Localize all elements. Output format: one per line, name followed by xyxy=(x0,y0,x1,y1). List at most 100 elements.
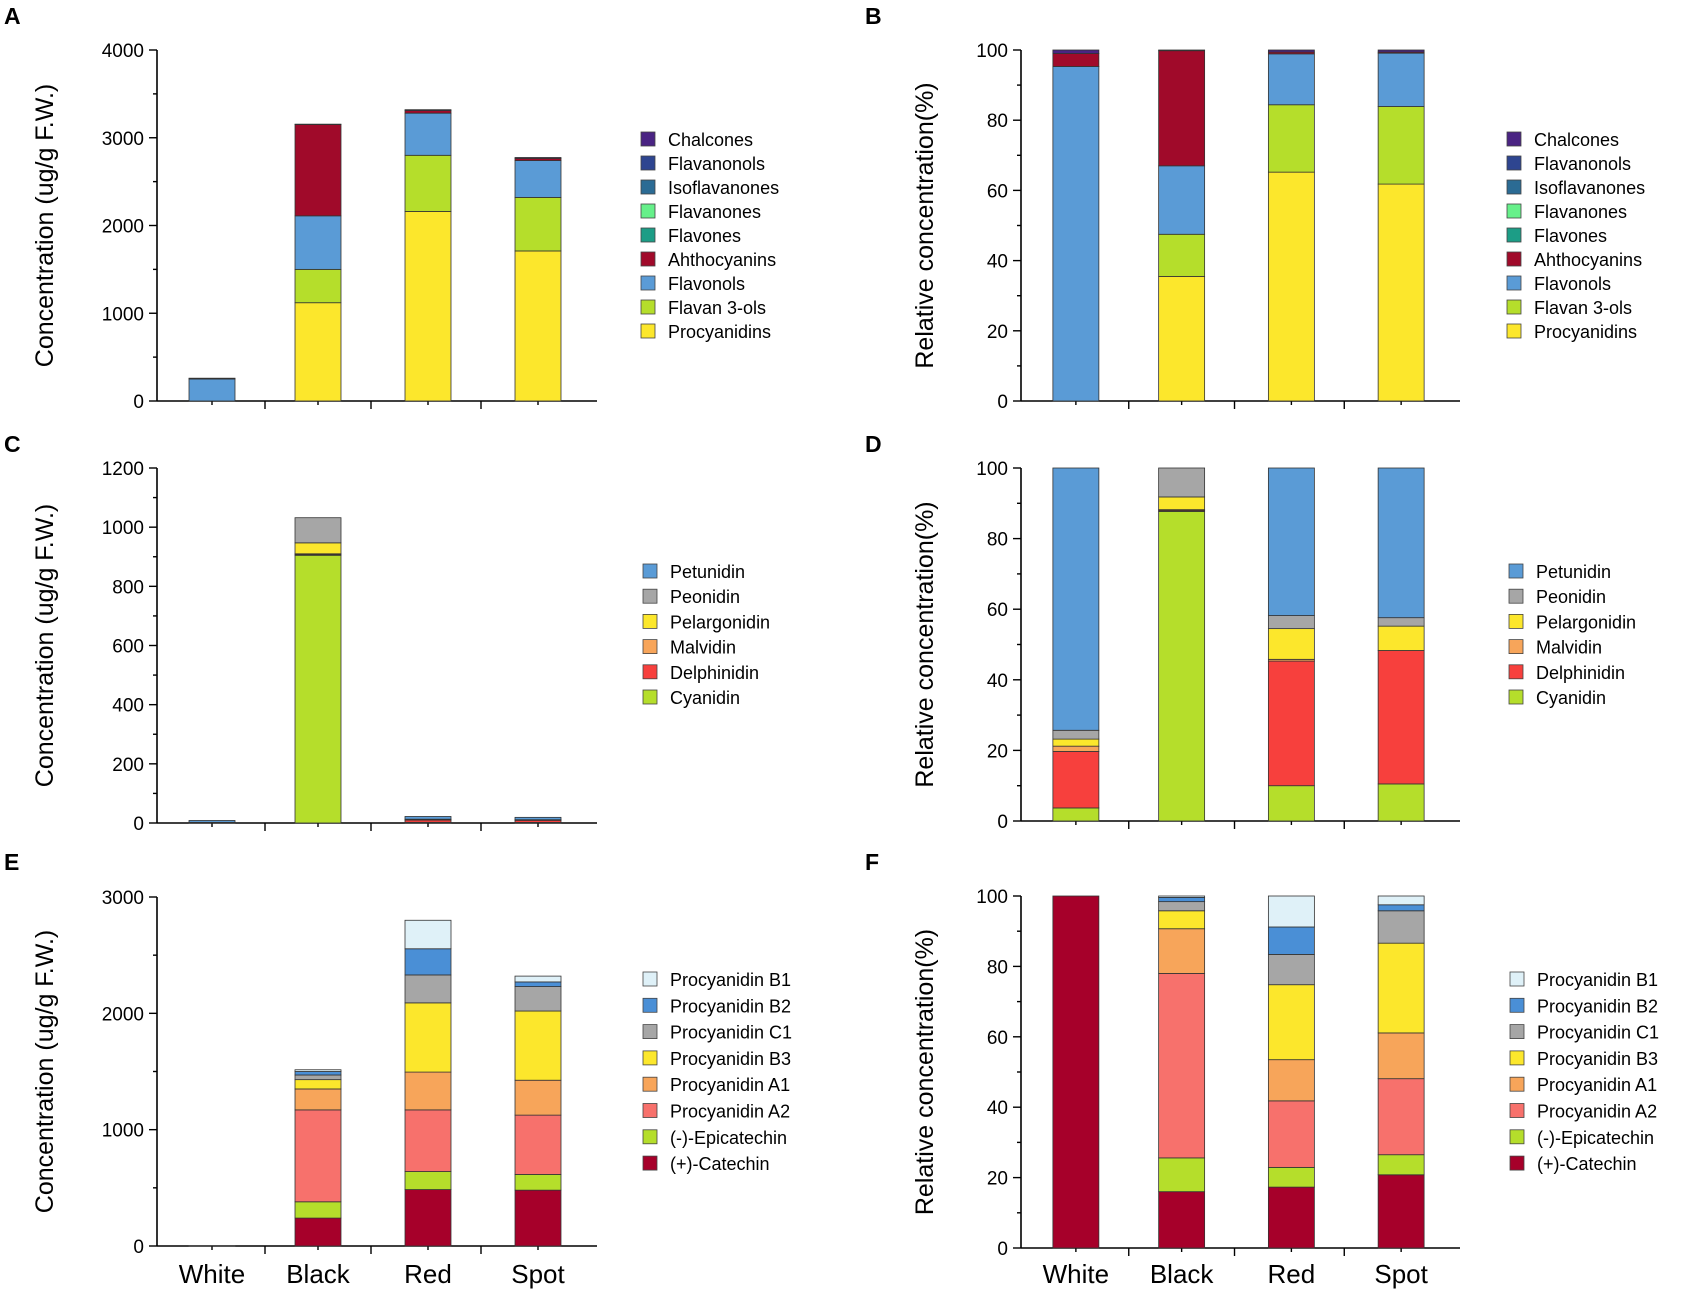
legend-label: Flavan 3-ols xyxy=(668,298,766,318)
legend-swatch xyxy=(643,1156,657,1170)
bar-segment xyxy=(1378,184,1424,401)
bar-segment xyxy=(405,1110,451,1172)
y-tick-label: 1200 xyxy=(102,459,144,480)
y-tick-label: 0 xyxy=(133,814,144,835)
bar-segment xyxy=(295,269,341,302)
legend-label: Flavanonols xyxy=(668,154,765,174)
bar-segment xyxy=(189,820,235,822)
bar-segment xyxy=(1378,1175,1424,1248)
bar-segment xyxy=(1053,50,1099,54)
legend-label: Procyanidin A2 xyxy=(670,1102,790,1122)
legend-swatch xyxy=(1507,300,1521,314)
bar-segment xyxy=(515,157,561,158)
legend-swatch xyxy=(643,564,657,578)
x-category-label: White xyxy=(1043,1259,1109,1289)
bar-segment xyxy=(295,555,341,823)
legend-swatch xyxy=(1507,228,1521,242)
y-tick-label: 2000 xyxy=(102,217,144,238)
legend-swatch xyxy=(643,1077,657,1091)
bar-segment xyxy=(1268,105,1314,172)
bar-segment xyxy=(1378,896,1424,905)
bar-segment xyxy=(1268,629,1314,660)
y-axis-title: Relative concentration(%) xyxy=(911,501,939,787)
bar-segment xyxy=(1159,166,1205,234)
bar-segment xyxy=(1378,618,1424,626)
panel-letter: F xyxy=(865,849,879,875)
legend-label: Procyanidins xyxy=(668,322,771,342)
legend-label: Procyanidin B1 xyxy=(670,970,791,990)
legend-label: (-)-Epicatechin xyxy=(1537,1128,1654,1148)
legend-swatch xyxy=(643,1025,657,1039)
bar-segment xyxy=(405,920,451,949)
bar-segment xyxy=(1159,911,1205,929)
y-axis-title: Relative concentration(%) xyxy=(911,82,939,368)
legend-swatch xyxy=(1510,1051,1524,1065)
legend-label: Petunidin xyxy=(1536,562,1611,582)
legend-label: Flavanones xyxy=(1534,202,1627,222)
bar-segment xyxy=(1268,50,1314,52)
legend-swatch xyxy=(1507,204,1521,218)
legend-label: (+)-Catechin xyxy=(1537,1154,1637,1174)
legend-swatch xyxy=(1507,156,1521,170)
legend-swatch xyxy=(1507,132,1521,146)
bar-segment xyxy=(189,379,235,401)
legend-label: Procyanidin C1 xyxy=(1537,1023,1659,1043)
bar-segment xyxy=(1053,896,1099,1248)
y-axis-title: Concentration (ug/g F.W.) xyxy=(31,504,59,787)
panel-letter: A xyxy=(4,3,21,29)
legend-swatch xyxy=(1510,1077,1524,1091)
y-tick-label: 80 xyxy=(987,530,1008,551)
legend-swatch xyxy=(643,1104,657,1118)
legend-label: Chalcones xyxy=(1534,130,1619,150)
bar-segment xyxy=(1268,786,1314,821)
bar-segment xyxy=(1268,1060,1314,1101)
y-tick-label: 0 xyxy=(997,812,1008,833)
legend-swatch xyxy=(641,180,655,194)
bar-segment xyxy=(405,949,451,975)
legend-label: Flavanonols xyxy=(1534,154,1631,174)
legend-label: Chalcones xyxy=(668,130,753,150)
legend-label: Procyanidin B2 xyxy=(1537,996,1658,1016)
x-category-label: Spot xyxy=(511,1259,565,1289)
bar-segment xyxy=(1378,651,1424,784)
legend-swatch xyxy=(1509,690,1523,704)
bar-segment xyxy=(1268,896,1314,927)
x-category-label: Black xyxy=(1150,1259,1215,1289)
legend-label: Ahthocyanins xyxy=(1534,250,1642,270)
y-tick-label: 60 xyxy=(987,600,1008,621)
legend-swatch xyxy=(1507,324,1521,338)
legend-label: Delphinidin xyxy=(1536,663,1625,683)
bar-segment xyxy=(1268,1187,1314,1248)
legend-label: Flavanones xyxy=(668,202,761,222)
legend-label: Procyanidin B1 xyxy=(1537,970,1658,990)
legend-swatch xyxy=(643,665,657,679)
legend-swatch xyxy=(643,972,657,986)
y-tick-label: 600 xyxy=(112,637,144,658)
legend-swatch xyxy=(643,589,657,603)
legend-swatch xyxy=(1509,589,1523,603)
bar-segment xyxy=(1159,51,1205,166)
panel-letter: C xyxy=(4,431,21,457)
bar-segment xyxy=(295,1070,341,1072)
y-tick-label: 0 xyxy=(997,1239,1008,1260)
legend-label: Peonidin xyxy=(670,587,740,607)
bar-segment xyxy=(515,251,561,401)
bar-segment xyxy=(515,987,561,1011)
bar-segment xyxy=(1053,751,1099,807)
legend-label: Procyanidin A2 xyxy=(1537,1102,1657,1122)
legend-swatch xyxy=(643,640,657,654)
bar-segment xyxy=(1053,468,1099,730)
bar-segment xyxy=(405,1072,451,1110)
bar-segment xyxy=(405,816,451,819)
bar-segment xyxy=(1159,276,1205,401)
y-tick-label: 3000 xyxy=(102,888,144,909)
panel-letter: B xyxy=(865,3,882,29)
legend-label: Procyanidin B3 xyxy=(1537,1049,1658,1069)
bar-segment xyxy=(1053,54,1099,67)
